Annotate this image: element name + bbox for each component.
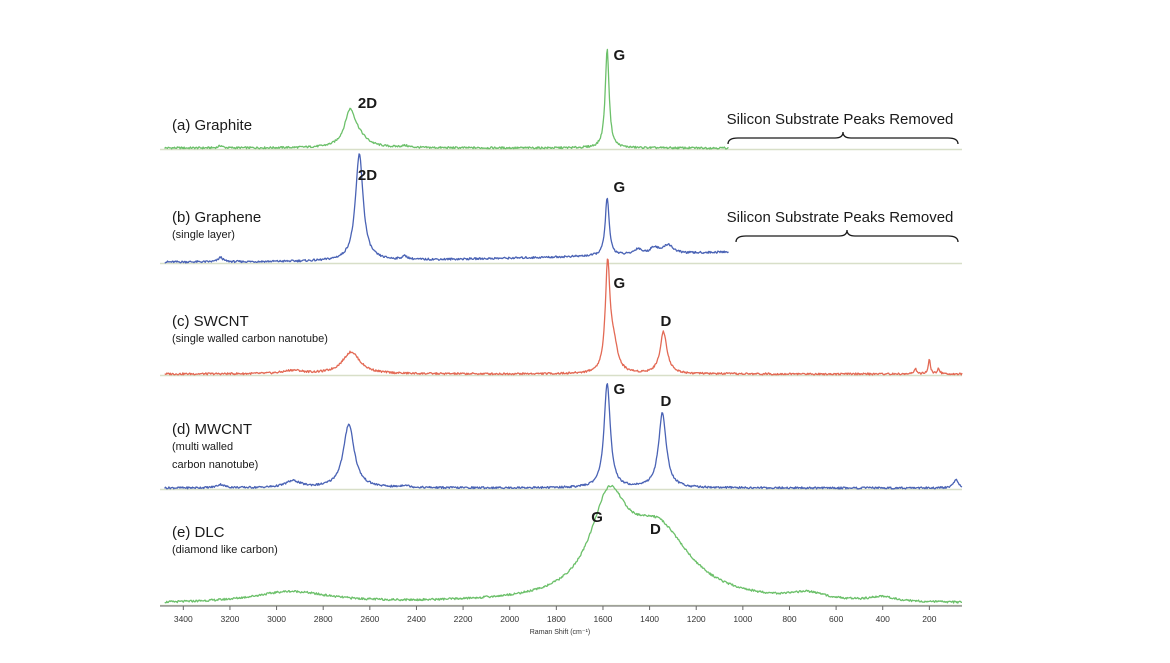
brace-icon <box>727 131 959 145</box>
silicon-annotation: Silicon Substrate Peaks Removed <box>727 111 954 128</box>
spectrum-line-b <box>164 153 729 264</box>
x-tick-label: 2200 <box>454 614 473 624</box>
peak-label-2d: 2D <box>358 167 377 184</box>
x-tick-label: 1000 <box>733 614 752 624</box>
panel-label-b: (b) Graphene <box>172 209 261 226</box>
x-tick-label: 1800 <box>547 614 566 624</box>
panel-b: (b) Graphene (single layer) 2D G Silicon Sub… <box>160 153 962 265</box>
x-tick-label: 400 <box>876 614 890 624</box>
x-tick-label: 2400 <box>407 614 426 624</box>
panel-label-e: (e) DLC <box>172 524 225 541</box>
peak-label-d: D <box>650 521 661 538</box>
panel-d: (d) MWCNT (multi walled carbon nanotube) G D <box>160 381 963 491</box>
peak-label-g: G <box>613 47 625 64</box>
peak-label-2d: 2D <box>358 95 377 112</box>
x-tick-label: 3000 <box>267 614 286 624</box>
spectrum-line-d <box>164 383 963 490</box>
peak-label-g: G <box>613 381 625 398</box>
spectrum-line-a <box>164 48 729 150</box>
panel-a: (a) Graphite 2D G Silicon Substrate Peaks R… <box>160 47 962 151</box>
panel-label-d: (d) MWCNT <box>172 421 252 438</box>
x-tick-label: 1600 <box>594 614 613 624</box>
spectrum-line-c <box>164 258 963 376</box>
panel-sublabel-d: (multi walled <box>172 441 233 453</box>
panel-sublabel-e: (diamond like carbon) <box>172 544 278 556</box>
brace-icon <box>735 229 959 243</box>
x-axis-label: Raman Shift (cm⁻¹) <box>530 629 590 636</box>
x-tick-label: 2000 <box>500 614 519 624</box>
x-tick-label: 600 <box>829 614 843 624</box>
panel-sublabel-d: carbon nanotube) <box>172 459 258 471</box>
x-tick-label: 2800 <box>314 614 333 624</box>
panel-sublabel-c: (single walled carbon nanotube) <box>172 333 328 345</box>
panel-label-c: (c) SWCNT <box>172 313 249 330</box>
peak-label-g: G <box>613 275 625 292</box>
x-tick-label: 200 <box>922 614 936 624</box>
peak-label-g: G <box>613 179 625 196</box>
x-tick-label: 3400 <box>174 614 193 624</box>
peak-label-d: D <box>660 393 671 410</box>
panel-e: (e) DLC (diamond like carbon) G D <box>160 484 962 607</box>
x-tick-label: 2600 <box>360 614 379 624</box>
x-tick-label: 1400 <box>640 614 659 624</box>
x-tick-label: 1200 <box>687 614 706 624</box>
panel-c: (c) SWCNT (single walled carbon nanotube)… <box>160 258 963 377</box>
silicon-annotation: Silicon Substrate Peaks Removed <box>727 209 954 226</box>
x-tick-label: 3200 <box>220 614 239 624</box>
x-tick-label: 800 <box>782 614 796 624</box>
spectrum-line-e <box>164 484 962 604</box>
peak-label-g: G <box>591 509 603 526</box>
panel-label-a: (a) Graphite <box>172 117 252 134</box>
peak-label-d: D <box>660 313 671 330</box>
panel-sublabel-b: (single layer) <box>172 229 235 241</box>
